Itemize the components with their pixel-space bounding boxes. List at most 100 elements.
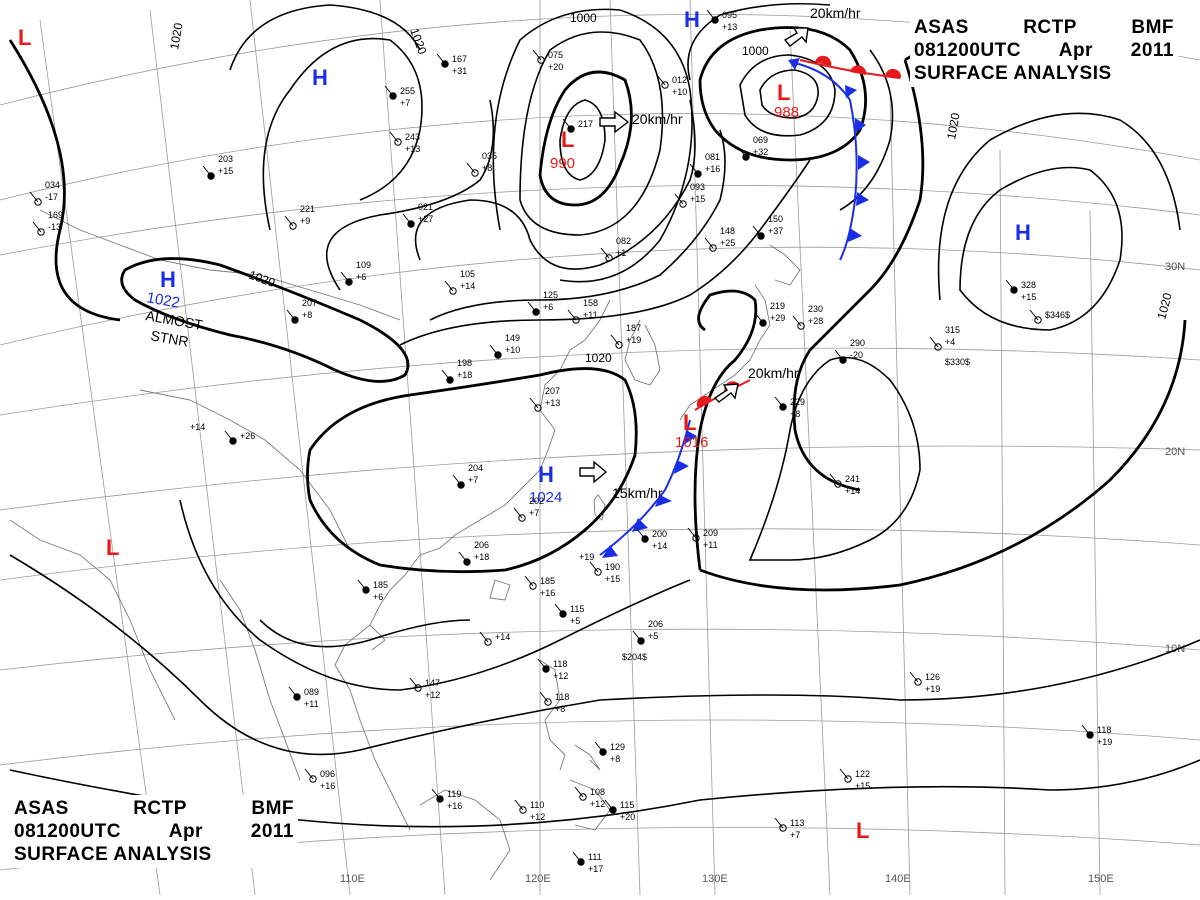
parallel-25n [0,347,1200,416]
station-value: +4 [945,337,955,347]
station-value: +12 [590,799,605,809]
wind-barb [829,473,839,485]
low-symbol-west: L [106,535,119,560]
meridian-125e [609,0,641,896]
station-value: +11 [304,699,319,709]
wind-barb [524,575,534,587]
station-value: +7 [529,508,539,518]
warm-front-north [799,59,901,79]
isobar-label-1020-east-hi: 1020 [944,111,962,140]
station-circle [834,480,842,488]
wind-barb [687,527,697,539]
wind-barb [466,162,476,174]
motion-label-low1016: 20km/hr [748,365,799,381]
wind-barb [589,561,599,573]
header-top-month: Apr [1058,40,1093,61]
header-top-station: RCTP [1023,17,1077,38]
parallel-40n [0,113,1200,201]
station-value: 118 [555,692,569,702]
wind-barb [514,799,524,811]
station-value: +16 [447,801,462,811]
station-markers [29,9,1094,866]
station-value: 209 [703,528,718,538]
station-circle [534,404,542,412]
station-value: +13 [405,144,420,154]
low-symbol-990: L [561,127,574,152]
isobar-thin-3 [414,99,696,270]
isobar-south-5 [748,356,921,561]
station-value: 255 [400,86,415,96]
station-value: +6 [356,272,366,282]
isobar-thin-12 [937,112,1181,301]
wind-barb [604,799,614,811]
station-value: +19 [925,684,940,694]
station-circle [594,568,602,576]
meridian-115e [379,0,446,896]
station-value: 219 [770,301,785,311]
header-top-year: 2011 [1130,40,1174,61]
station-value: 115 [620,800,634,810]
wind-barb [562,118,572,130]
isobar-label-1000-low988: 1000 [742,44,769,58]
wind-barb [489,344,499,356]
isobar-thin-9 [687,2,831,81]
wind-barb [539,691,549,703]
station-value: 200 [652,529,667,539]
station-value: $330$ [945,357,970,367]
high-value-1024: 1024 [529,489,562,506]
arrow-low1016 [713,383,739,403]
india-coast [9,519,176,721]
station-circle [537,56,545,64]
station-value: +12 [553,671,568,681]
station-value: 229 [790,397,805,407]
low-value-990: 990 [550,155,575,172]
station-value: 207 [302,298,317,308]
station-value: +15 [1021,292,1036,302]
station-value: 203 [218,154,233,164]
station-value: 122 [855,769,870,779]
wind-barb [706,9,716,21]
fronts [599,55,902,558]
header-bottom-year: 2011 [250,821,294,842]
station-value: +19 [579,552,594,562]
station-value: +18 [474,552,489,562]
wind-barb [513,507,523,519]
wind-barb [32,221,42,233]
high-symbol-1022: H [160,267,176,292]
wind-barb [752,225,762,237]
cold-front-south-barbs [602,430,697,558]
station-circle [289,222,297,230]
lat-label-30n: 30N [1165,261,1185,273]
station-value: +15 [690,194,705,204]
isobar-label-1020-central: 1020 [585,351,612,365]
visayas-coast [574,744,601,771]
station-value: +5 [570,616,580,626]
meridian-110e [249,0,351,896]
low-symbol-southeast: L [856,818,869,843]
header-top-code: BMF [1131,17,1174,38]
wind-barb [689,163,699,175]
isobar-south-1 [179,499,691,691]
station-value: +14 [845,486,860,496]
station-value: 187 [626,323,641,333]
station-value: 075 [548,50,563,60]
station-value: 081 [705,152,720,162]
station-value: +7 [468,475,478,485]
wind-barb [409,677,419,689]
motion-label-low990: 20km/hr [632,111,683,127]
isobar-1020-hi-east [792,59,925,492]
station-circle [519,806,527,814]
station-value: 108 [590,787,605,797]
lon-label-110e: 110E [340,873,365,885]
station-value: 206 [474,540,489,550]
station-value: +25 [720,238,735,248]
station-value: -20 [850,350,863,360]
wind-barb [441,369,451,381]
station-value: +15 [218,166,233,176]
header-bottom-source: ASAS [14,798,69,819]
wind-barb [737,146,747,158]
station-value: +31 [452,66,467,76]
station-value: +14 [190,422,205,432]
station-circle [692,534,700,542]
station-value: 093 [690,182,705,192]
